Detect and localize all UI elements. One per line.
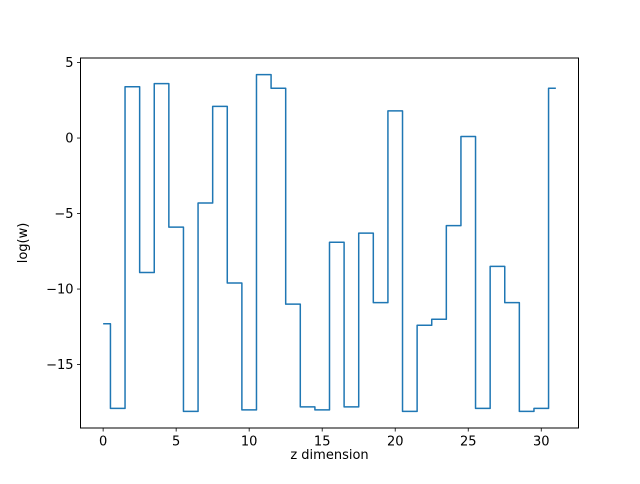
x-tick-label: 10: [241, 435, 258, 450]
y-axis: −15 −10 −5 0 5: [46, 56, 81, 373]
y-tick-label: 5: [65, 56, 73, 71]
plot-layer: 0 5 10 15 20 25 30 −15 −10 −5 0 5: [46, 56, 579, 450]
plot-border: [80, 57, 579, 429]
y-tick-label: −5: [54, 207, 73, 222]
x-tick-label: 30: [533, 435, 550, 450]
y-axis-label: log(w): [16, 223, 31, 264]
x-axis: 0 5 10 15 20 25 30: [99, 428, 550, 450]
y-tick-label: −15: [46, 358, 73, 373]
x-tick-label: 0: [99, 435, 107, 450]
step-line-series: [103, 73, 556, 413]
y-tick-label: −10: [46, 283, 73, 298]
y-tick-label: 0: [65, 132, 73, 147]
x-tick-label: 5: [172, 435, 180, 450]
x-tick-label: 20: [387, 435, 404, 450]
x-tick-label: 15: [314, 435, 331, 450]
x-axis-label: z dimension: [290, 448, 368, 463]
x-tick-label: 25: [460, 435, 477, 450]
